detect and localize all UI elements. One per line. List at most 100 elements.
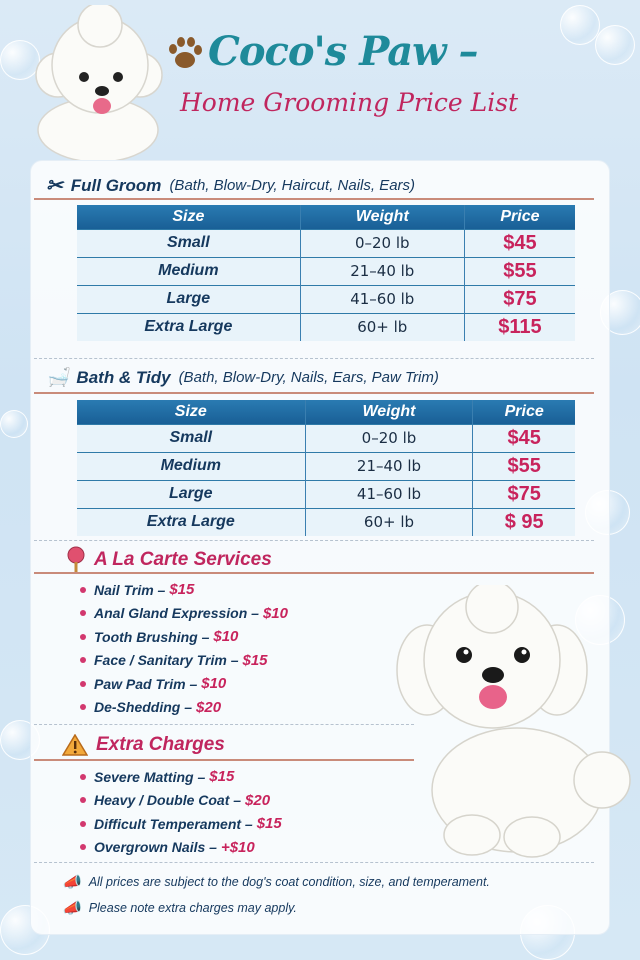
- service-price: $10: [262, 604, 288, 622]
- price-cell: $75: [472, 479, 575, 508]
- price-cell: $115: [463, 312, 575, 341]
- note-text: All prices are subject to the dog's coat…: [88, 875, 490, 889]
- charge-name: Heavy / Double Coat –: [94, 792, 242, 809]
- divider: [34, 724, 414, 725]
- size-cell: Extra Large: [77, 312, 301, 341]
- list-item: Heavy / Double Coat – $20: [80, 789, 282, 813]
- list-item: Face / Sanitary Trim – $15: [80, 649, 288, 673]
- charge-price: $15: [256, 815, 282, 833]
- list-item: Overgrown Nails – +$10: [80, 836, 282, 860]
- bubble: [0, 40, 40, 80]
- section-details: (Bath, Blow-Dry, Haircut, Nails, Ears): [169, 177, 416, 194]
- megaphone-icon: 📣: [62, 874, 81, 891]
- service-name: Face / Sanitary Trim –: [94, 652, 239, 669]
- column-header: Price: [472, 400, 575, 424]
- weight-cell: 0–20 lb: [299, 228, 465, 257]
- bubble: [560, 5, 600, 45]
- column-header: Size: [77, 205, 301, 229]
- bath-tidy-table: Size Weight Price Small 0–20 lb $45 Medium 21…: [77, 400, 575, 536]
- table-row: Large 41–60 lb $75: [77, 479, 575, 508]
- header: Coco's Paw – Home Grooming Price List: [0, 0, 640, 160]
- weight-cell: 60+ lb: [304, 507, 473, 536]
- charge-name: Difficult Temperament –: [94, 815, 253, 832]
- divider: [34, 540, 594, 541]
- full-groom-table: Size Weight Price Small 0–20 lb $45 Medium 21…: [77, 205, 575, 341]
- size-cell: Small: [77, 423, 306, 452]
- charge-price: $20: [245, 791, 271, 809]
- service-price: $15: [169, 581, 195, 599]
- service-name: Tooth Brushing –: [94, 628, 210, 645]
- divider: [34, 198, 594, 200]
- table-row: Medium 21–40 lb $55: [77, 451, 575, 480]
- column-header: Weight: [304, 400, 473, 424]
- size-cell: Large: [77, 479, 306, 508]
- size-cell: Medium: [77, 451, 306, 480]
- service-price: $20: [196, 698, 222, 716]
- column-header: Weight: [299, 205, 465, 229]
- price-cell: $45: [463, 228, 575, 257]
- small-dog-illustration: [35, 5, 163, 160]
- table-row: Small 0–20 lb $45: [77, 423, 575, 452]
- list-item: Severe Matting – $15: [80, 765, 282, 789]
- weight-cell: 21–40 lb: [304, 451, 473, 480]
- price-cell: $ 95: [472, 507, 575, 536]
- table-row: Extra Large 60+ lb $ 95: [77, 507, 575, 536]
- divider: [34, 392, 594, 394]
- price-cell: $55: [463, 256, 575, 285]
- column-header: Size: [77, 400, 306, 424]
- warning-icon: [62, 734, 88, 756]
- extra-charges-list: Severe Matting – $15 Heavy / Double Coat …: [80, 765, 282, 859]
- table-row: Small 0–20 lb $45: [77, 228, 575, 257]
- megaphone-icon: 📣: [62, 900, 81, 917]
- brush-icon: [67, 546, 85, 573]
- full-groom-heading: ✂ Full Groom (Bath, Blow-Dry, Haircut, N…: [46, 173, 415, 198]
- section-title: Extra Charges: [96, 734, 225, 755]
- weight-cell: 60+ lb: [299, 312, 465, 341]
- size-cell: Medium: [77, 256, 301, 285]
- a-la-carte-heading: A La Carte Services: [66, 546, 272, 574]
- charge-name: Severe Matting –: [94, 768, 206, 785]
- a-la-carte-list: Nail Trim – $15 Anal Gland Expression – $1…: [80, 578, 288, 719]
- service-name: Anal Gland Expression –: [94, 605, 259, 622]
- service-price: $15: [242, 651, 268, 669]
- list-item: Paw Pad Trim – $10: [80, 672, 288, 696]
- service-name: Nail Trim –: [94, 581, 166, 598]
- size-cell: Small: [77, 228, 301, 257]
- list-item: Anal Gland Expression – $10: [80, 602, 288, 626]
- weight-cell: 21–40 lb: [299, 256, 465, 285]
- divider: [34, 358, 594, 359]
- section-title: A La Carte Services: [94, 549, 272, 570]
- charge-price: +$10: [220, 838, 255, 856]
- table-row: Medium 21–40 lb $55: [77, 256, 575, 285]
- list-item: Difficult Temperament – $15: [80, 812, 282, 836]
- service-name: Paw Pad Trim –: [94, 675, 198, 692]
- list-item: De-Shedding – $20: [80, 696, 288, 720]
- section-title: Full Groom: [70, 175, 162, 195]
- list-item: Nail Trim – $15: [80, 578, 288, 602]
- weight-cell: 41–60 lb: [299, 284, 465, 313]
- weight-cell: 41–60 lb: [304, 479, 473, 508]
- bubble: [0, 410, 28, 438]
- service-price: $10: [213, 628, 239, 646]
- scissors-icon: ✂: [46, 175, 63, 197]
- list-item: Tooth Brushing – $10: [80, 625, 288, 649]
- divider: [34, 759, 414, 761]
- size-cell: Extra Large: [77, 507, 306, 536]
- note: 📣 All prices are subject to the dog's co…: [62, 873, 490, 891]
- divider: [34, 862, 594, 863]
- charge-name: Overgrown Nails –: [94, 839, 217, 856]
- charge-price: $15: [209, 768, 235, 786]
- note-text: Please note extra charges may apply.: [88, 901, 297, 915]
- divider: [34, 572, 594, 574]
- paw-icon: [169, 37, 202, 68]
- page-title: Coco's Paw –: [208, 28, 479, 75]
- table-row: Extra Large 60+ lb $115: [77, 312, 575, 341]
- price-cell: $55: [472, 451, 575, 480]
- extra-charges-heading: Extra Charges: [62, 734, 225, 756]
- price-cell: $75: [463, 284, 575, 313]
- section-details: (Bath, Blow-Dry, Nails, Ears, Paw Trim): [178, 369, 439, 386]
- service-price: $10: [201, 675, 227, 693]
- service-name: De-Shedding –: [94, 699, 193, 716]
- bath-tidy-heading: 🛁 Bath & Tidy (Bath, Blow-Dry, Nails, Ea…: [46, 367, 439, 388]
- section-title: Bath & Tidy: [76, 367, 171, 387]
